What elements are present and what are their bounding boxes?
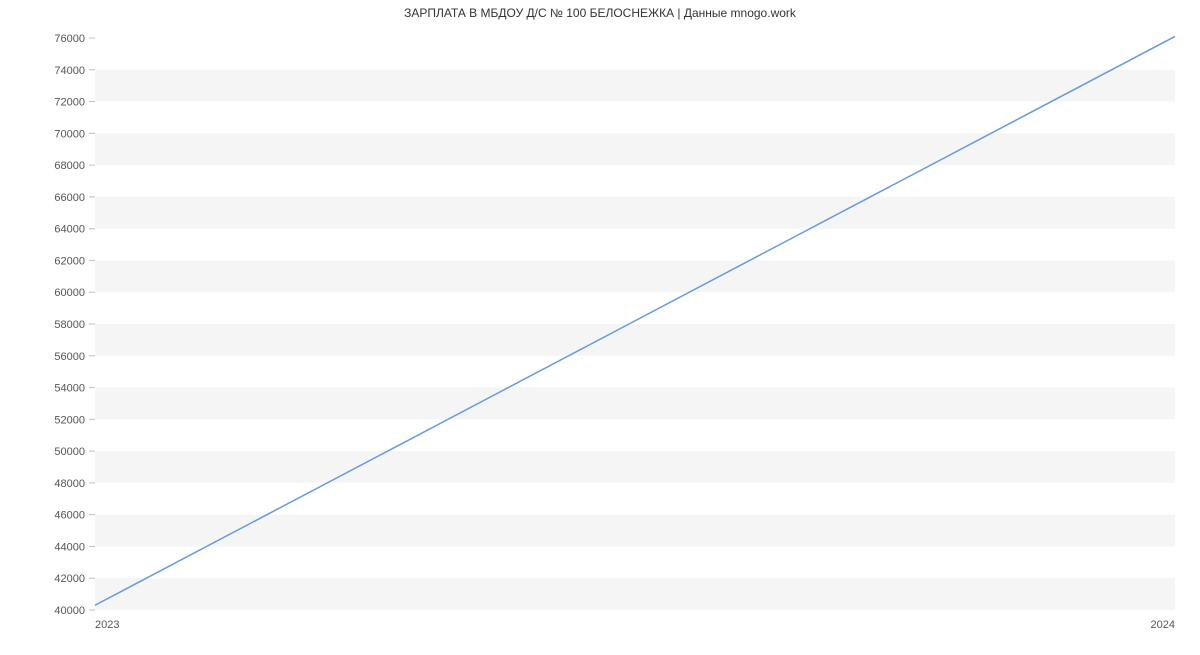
y-tick-label: 42000	[54, 573, 85, 585]
y-tick-label: 76000	[54, 33, 85, 45]
y-tick-label: 68000	[54, 160, 85, 172]
y-tick-label: 52000	[54, 414, 85, 426]
y-tick-label: 70000	[54, 128, 85, 140]
grid-band	[95, 197, 1175, 229]
y-tick-label: 54000	[54, 383, 85, 395]
grid-band	[95, 578, 1175, 610]
y-tick-label: 44000	[54, 541, 85, 553]
grid-band	[95, 324, 1175, 356]
grid-band	[95, 260, 1175, 292]
y-tick-label: 66000	[54, 192, 85, 204]
line-chart: 40000 42000 44000 46000 48000 50000 52000 54000…	[0, 0, 1200, 650]
x-tick-label: 2024	[1151, 619, 1175, 631]
y-tick-label: 48000	[54, 478, 85, 490]
y-tick-label: 58000	[54, 319, 85, 331]
x-tick-label: 2023	[95, 619, 119, 631]
y-tick-label: 74000	[54, 65, 85, 77]
y-tick-label: 46000	[54, 510, 85, 522]
grid-band	[95, 70, 1175, 102]
y-tick-label: 40000	[54, 605, 85, 617]
y-tick-label: 56000	[54, 351, 85, 363]
y-tick-label: 72000	[54, 97, 85, 109]
grid-band	[95, 133, 1175, 165]
y-tick-label: 60000	[54, 287, 85, 299]
y-tick-label: 50000	[54, 446, 85, 458]
chart-container: 40000 42000 44000 46000 48000 50000 52000 54000…	[0, 0, 1200, 655]
grid-band	[95, 451, 1175, 483]
y-tick-label: 62000	[54, 255, 85, 267]
y-tick-label: 64000	[54, 224, 85, 236]
grid-band	[95, 388, 1175, 420]
